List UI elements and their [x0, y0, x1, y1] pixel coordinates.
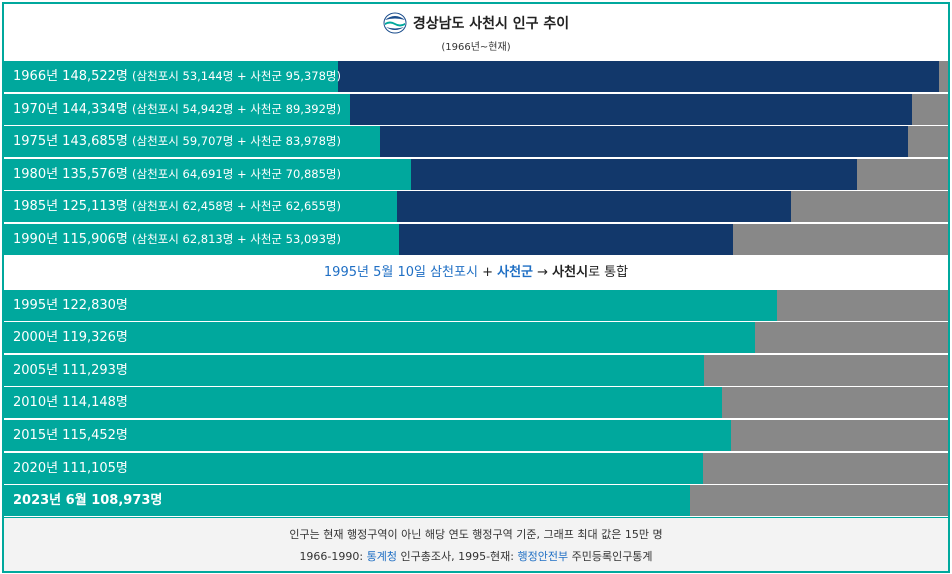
- bar-label-main: 2023년 6월 108,973명: [13, 493, 163, 508]
- bar-label: 1985년 125,113명 (삼천포시 62,458명 + 사천군 62,65…: [13, 191, 341, 222]
- population-bar-1980: 1980년 135,576명 (삼천포시 64,691명 + 사천군 70,88…: [4, 159, 948, 190]
- merger-suffix: 로 통합: [588, 265, 629, 280]
- bar-label-main: 2005년 111,293명: [13, 363, 128, 378]
- bar-label: 2020년 111,105명: [13, 453, 128, 484]
- population-bar-2020: 2020년 111,105명: [4, 453, 948, 484]
- bar-segment-samcheonpo: [4, 61, 339, 92]
- merger-arrow: →: [533, 265, 553, 280]
- bar-segment-sacheon-si: [4, 355, 705, 386]
- sacheon-si-name: 사천시: [552, 265, 589, 280]
- chart-title: 경상남도 사천시 인구 추이: [412, 16, 570, 32]
- bar-segment-sacheon-gun: [411, 159, 858, 190]
- population-bar-1990: 1990년 115,906명 (삼천포시 62,813명 + 사천군 53,09…: [4, 224, 948, 255]
- bar-segment-sacheon-si: [4, 322, 755, 353]
- bar-segment-sacheon-si: [4, 420, 731, 451]
- bar-label: 2000년 119,326명: [13, 322, 128, 353]
- bar-label-detail: (삼천포시 62,813명 + 사천군 53,093명): [132, 232, 341, 246]
- sacheon-gun-link[interactable]: 사천군: [497, 265, 533, 280]
- bar-label-detail: (삼천포시 64,691명 + 사천군 70,885명): [132, 167, 341, 181]
- bar-label: 2023년 6월 108,973명: [13, 485, 162, 516]
- footer-source-prefix: 1966-1990:: [299, 550, 367, 563]
- bar-label-detail: (삼천포시 62,458명 + 사천군 62,655명): [132, 199, 341, 213]
- bar-segment-samcheonpo: [4, 94, 350, 125]
- bar-label-main: 1970년 144,334명: [13, 102, 128, 117]
- bar-segment-sacheon-si: [4, 485, 690, 516]
- bar-label-main: 1985년 125,113명: [13, 199, 128, 214]
- footer-sources: 1966-1990: 통계청 인구총조사, 1995-현재: 행정안전부 주민등…: [4, 548, 948, 564]
- bar-label-detail: (삼천포시 54,942명 + 사천군 89,392명): [132, 102, 341, 116]
- bar-label-main: 1995년 122,830명: [13, 298, 128, 313]
- population-bar-2023: 2023년 6월 108,973명: [4, 485, 948, 516]
- bar-segment-sacheon-gun: [399, 224, 734, 255]
- bar-label: 1975년 143,685명 (삼천포시 59,707명 + 사천군 83,97…: [13, 126, 341, 157]
- bar-segment-sacheon-gun: [397, 191, 792, 222]
- bar-label: 1995년 122,830명: [13, 290, 128, 321]
- sacheon-city-emblem-icon: [383, 12, 407, 34]
- population-bar-2015: 2015년 115,452명: [4, 420, 948, 451]
- mois-link[interactable]: 행정안전부: [517, 550, 569, 563]
- bar-segment-samcheonpo: [4, 191, 398, 222]
- bar-label-main: 1975년 143,685명: [13, 134, 128, 149]
- bar-label-main: 2015년 115,452명: [13, 428, 128, 443]
- bar-segment-samcheonpo: [4, 224, 400, 255]
- bar-label-main: 2020년 111,105명: [13, 461, 128, 476]
- bar-segment-sacheon-si: [4, 387, 723, 418]
- samcheonpo-link[interactable]: 삼천포시: [430, 265, 478, 280]
- chart-subtitle: (1966년~현재): [441, 42, 511, 53]
- bar-label-main: 1966년 148,522명: [13, 69, 128, 84]
- merger-plus: +: [477, 265, 498, 280]
- population-bar-1985: 1985년 125,113명 (삼천포시 62,458명 + 사천군 62,65…: [4, 191, 948, 222]
- bar-label: 1970년 144,334명 (삼천포시 54,942명 + 사천군 89,39…: [13, 94, 341, 125]
- bar-segment-sacheon-si: [4, 290, 777, 321]
- bar-label: 1980년 135,576명 (삼천포시 64,691명 + 사천군 70,88…: [13, 159, 341, 190]
- bar-segment-sacheon-gun: [379, 126, 909, 157]
- bar-label-main: 2010년 114,148명: [13, 395, 128, 410]
- chart-footer: 인구는 현재 행정구역이 아닌 해당 연도 행정구역 기준, 그래프 최대 값은…: [4, 517, 948, 571]
- population-bar-chart: 1966년 148,522명 (삼천포시 53,144명 + 사천군 95,37…: [4, 60, 948, 517]
- bar-segment-sacheon-gun: [349, 94, 913, 125]
- title-line: 경상남도 사천시 인구 추이: [4, 12, 948, 34]
- chart-header: 경상남도 사천시 인구 추이 (1966년~현재): [4, 4, 948, 60]
- footer-note: 인구는 현재 행정구역이 아닌 해당 연도 행정구역 기준, 그래프 최대 값은…: [289, 528, 663, 541]
- kostat-link[interactable]: 통계청: [366, 550, 397, 563]
- population-bar-1970: 1970년 144,334명 (삼천포시 54,942명 + 사천군 89,39…: [4, 94, 948, 125]
- population-bar-1975: 1975년 143,685명 (삼천포시 59,707명 + 사천군 83,97…: [4, 126, 948, 157]
- bar-label-main: 1990년 115,906명: [13, 232, 128, 247]
- bar-label-detail: (삼천포시 53,144명 + 사천군 95,378명): [132, 69, 341, 83]
- population-bar-1995: 1995년 122,830명: [4, 290, 948, 321]
- bar-label: 1990년 115,906명 (삼천포시 62,813명 + 사천군 53,09…: [13, 224, 341, 255]
- bar-label: 2010년 114,148명: [13, 387, 128, 418]
- bar-label-main: 2000년 119,326명: [13, 330, 128, 345]
- merger-date-link[interactable]: 1995년 5월 10일: [323, 265, 426, 280]
- bar-segment-sacheon-gun: [338, 61, 939, 92]
- population-bar-2005: 2005년 111,293명: [4, 355, 948, 386]
- footer-source-suffix: 주민등록인구통계: [568, 550, 653, 563]
- bar-label-detail: (삼천포시 59,707명 + 사천군 83,978명): [132, 134, 341, 148]
- bar-label-main: 1980년 135,576명: [13, 167, 128, 182]
- bar-segment-samcheonpo: [4, 159, 412, 190]
- population-bar-2000: 2000년 119,326명: [4, 322, 948, 353]
- population-bar-2010: 2010년 114,148명: [4, 387, 948, 418]
- bar-label: 2005년 111,293명: [13, 355, 128, 386]
- bar-segment-sacheon-si: [4, 453, 704, 484]
- merger-note: 1995년 5월 10일 삼천포시 + 사천군 → 사천시로 통합: [4, 256, 948, 290]
- bar-segment-samcheonpo: [4, 126, 380, 157]
- population-bar-1966: 1966년 148,522명 (삼천포시 53,144명 + 사천군 95,37…: [4, 61, 948, 92]
- bar-label: 2015년 115,452명: [13, 420, 128, 451]
- footer-source-mid: 인구총조사, 1995-현재:: [396, 550, 518, 563]
- bar-label: 1966년 148,522명 (삼천포시 53,144명 + 사천군 95,37…: [13, 61, 341, 92]
